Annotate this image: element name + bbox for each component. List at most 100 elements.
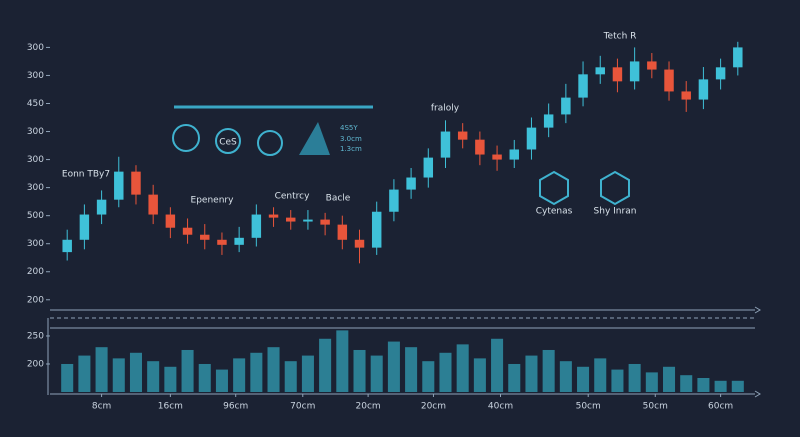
candle-body xyxy=(733,47,743,68)
x-tick-label: 20cm xyxy=(356,402,381,412)
y-tick-label: 300 xyxy=(27,43,44,53)
bar xyxy=(319,338,332,392)
bar xyxy=(559,361,572,392)
x-tick-label: 70cm xyxy=(290,402,315,412)
bar xyxy=(525,355,538,392)
icons xyxy=(172,122,630,206)
x-tick-label: 50cm xyxy=(643,402,668,412)
candle-body xyxy=(234,237,244,245)
candle-body xyxy=(217,239,227,245)
x-tick-label: 20cm xyxy=(421,402,446,412)
bar xyxy=(370,355,383,392)
bar xyxy=(215,369,228,392)
annotation: Centrcy xyxy=(275,192,311,202)
candle-body xyxy=(492,154,502,160)
x-tick-label: 40cm xyxy=(488,402,513,412)
bar xyxy=(731,380,744,392)
y-tick-label: 300 xyxy=(27,127,44,137)
annotation: Shy Inran xyxy=(594,207,637,217)
bar xyxy=(164,366,177,392)
bar xyxy=(473,358,486,392)
candle-body xyxy=(114,171,124,200)
y-tick-label: 200 xyxy=(27,295,44,305)
bar xyxy=(508,363,521,392)
annotation: Epenenry xyxy=(191,196,235,206)
bar xyxy=(491,338,504,392)
annotation: Eonn TBy7 xyxy=(62,170,110,180)
candle-body xyxy=(131,171,141,195)
bar xyxy=(645,372,658,392)
x-tick-label: 96cm xyxy=(223,402,248,412)
bar xyxy=(611,369,624,392)
annotation: Cytenas xyxy=(536,207,573,217)
x-tick-label: 8cm xyxy=(92,402,111,412)
candle-body xyxy=(406,177,416,190)
candle-body xyxy=(664,69,674,92)
y-tick-label: 300 xyxy=(27,239,44,249)
y-tick-label: 450 xyxy=(27,99,44,109)
bar xyxy=(250,352,263,392)
candle-body xyxy=(303,219,313,222)
y-tick-label: 500 xyxy=(27,211,44,221)
bar xyxy=(714,380,727,392)
y-tick-label: 300 xyxy=(27,71,44,81)
y-tick-label: 300 xyxy=(27,183,44,193)
bar xyxy=(697,377,710,392)
candle-body xyxy=(509,149,519,160)
bar xyxy=(181,349,194,392)
annotation: Bacle xyxy=(326,194,351,204)
x-tick-label: 16cm xyxy=(158,402,183,412)
candle-body xyxy=(286,217,296,222)
bar xyxy=(198,363,211,392)
candle-body xyxy=(612,67,623,82)
bar xyxy=(284,361,297,392)
bar xyxy=(594,358,607,392)
y-tick-label: 250 xyxy=(27,331,44,341)
y-tick-label: 300 xyxy=(27,155,44,165)
axis-arrow xyxy=(754,390,761,398)
candle-body xyxy=(681,91,691,100)
candle-body xyxy=(337,224,348,240)
bar xyxy=(387,341,400,392)
y-tick-label: 200 xyxy=(27,359,44,369)
bar xyxy=(456,344,469,392)
candle-body xyxy=(354,239,365,248)
candle-body xyxy=(62,239,72,253)
bar xyxy=(267,347,280,392)
bar xyxy=(61,363,74,392)
candle-body xyxy=(457,131,468,140)
candle-body xyxy=(251,214,262,238)
candle-body xyxy=(320,219,330,225)
candle-body xyxy=(423,157,434,178)
bar xyxy=(353,349,366,392)
candle-body xyxy=(200,234,210,240)
candle-body xyxy=(475,139,485,155)
bar xyxy=(112,358,125,392)
axis-arrow xyxy=(754,306,761,314)
bar xyxy=(422,361,435,392)
candle-body xyxy=(526,127,537,150)
candle-body xyxy=(79,214,90,240)
bar xyxy=(628,363,641,392)
candle-body xyxy=(96,199,107,215)
candle-body xyxy=(182,227,193,235)
x-tick-label: 60cm xyxy=(708,402,733,412)
annotation: 4S5Y xyxy=(340,124,358,132)
annotation: CeS xyxy=(219,138,237,148)
candle-body xyxy=(578,74,588,98)
y-tick-label: 200 xyxy=(27,267,44,277)
bar xyxy=(336,330,349,392)
candle-body xyxy=(371,211,382,248)
candle-body xyxy=(148,194,158,215)
candle-body xyxy=(389,189,399,212)
candle-body xyxy=(440,131,451,158)
candle-body xyxy=(165,214,176,228)
bar xyxy=(301,355,314,392)
bar xyxy=(577,366,590,392)
bar xyxy=(663,366,676,392)
candle-body xyxy=(543,114,554,128)
candle-body xyxy=(698,79,709,100)
bar xyxy=(233,358,246,392)
candle-body xyxy=(561,97,571,115)
